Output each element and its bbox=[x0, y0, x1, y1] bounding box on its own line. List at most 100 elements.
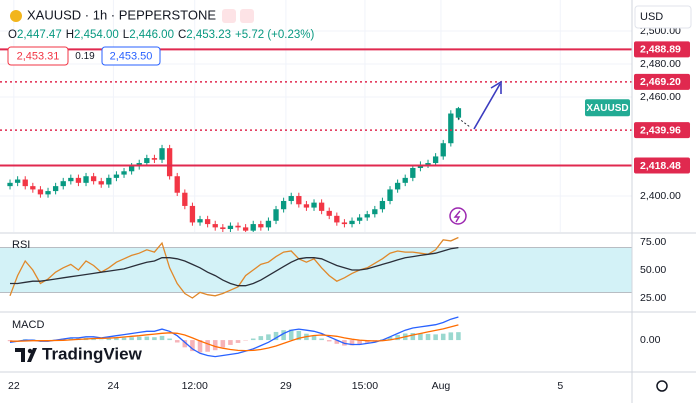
ohlc-value: 2,446.00 bbox=[129, 29, 174, 41]
candle-body bbox=[273, 209, 279, 221]
indicator-line bbox=[9, 316, 459, 358]
candle-body bbox=[227, 225, 234, 230]
ohlc-label: O bbox=[8, 29, 17, 41]
bid[interactable]: 2,453.31 bbox=[17, 50, 60, 62]
candle-body bbox=[90, 176, 97, 182]
candle-body bbox=[379, 200, 386, 210]
histogram-bar bbox=[273, 331, 279, 341]
histogram-bar bbox=[334, 340, 340, 344]
histogram-bar bbox=[250, 338, 256, 341]
symbol-icon bbox=[10, 10, 22, 22]
ohlc-value: 2,454.00 bbox=[74, 29, 119, 41]
histogram-bar bbox=[387, 337, 393, 341]
currency[interactable]: USD bbox=[640, 11, 663, 23]
candle-body bbox=[280, 200, 287, 210]
histogram-bar bbox=[258, 336, 264, 341]
histogram-bar bbox=[136, 336, 142, 341]
candle-body bbox=[204, 219, 211, 225]
logo-text: TradingView bbox=[42, 344, 143, 363]
candle-body bbox=[334, 215, 340, 223]
badge[interactable] bbox=[222, 9, 236, 23]
candle-body bbox=[106, 177, 112, 185]
x-tick-label: 5 bbox=[557, 380, 563, 392]
candle-body bbox=[402, 177, 408, 183]
y-tick-label: 0.00 bbox=[640, 334, 661, 346]
histogram-bar bbox=[68, 338, 74, 341]
histogram-bar bbox=[228, 340, 233, 345]
histogram-bar bbox=[288, 329, 294, 341]
candle-body bbox=[372, 209, 378, 215]
histogram-bar bbox=[114, 338, 119, 341]
y-tick-label: 2,460.00 bbox=[640, 91, 681, 103]
x-tick-label: 24 bbox=[108, 380, 120, 392]
histogram-bar bbox=[311, 335, 317, 341]
histogram-bar bbox=[425, 333, 431, 341]
level-label: 2,439.96 bbox=[640, 124, 681, 136]
histogram-bar bbox=[357, 340, 362, 345]
level-tag bbox=[634, 157, 690, 174]
candle-body bbox=[52, 186, 59, 192]
histogram-bar bbox=[235, 340, 241, 343]
rsi-band bbox=[0, 247, 632, 293]
histogram-bar bbox=[410, 333, 416, 341]
ask[interactable]: 2,453.50 bbox=[110, 50, 153, 62]
candle-body bbox=[189, 205, 196, 223]
histogram-bar bbox=[266, 334, 271, 341]
x-tick-label: 29 bbox=[280, 380, 292, 392]
spread: 0.19 bbox=[75, 51, 95, 62]
histogram-bar bbox=[326, 340, 332, 342]
event-bolt bbox=[453, 210, 461, 223]
histogram-bar bbox=[349, 340, 355, 346]
histogram-bar bbox=[433, 334, 438, 341]
symbol: XAUUSD · 1h · PEPPERSTONE bbox=[27, 7, 216, 22]
ohlc-label: C bbox=[178, 29, 186, 41]
candle-body bbox=[303, 204, 310, 208]
candle-body bbox=[68, 177, 74, 182]
candle-body bbox=[37, 189, 44, 195]
histogram-bar bbox=[152, 337, 157, 341]
candle-body bbox=[356, 217, 363, 221]
ohlc-label: H bbox=[66, 29, 74, 41]
candle-body bbox=[448, 113, 454, 144]
histogram-bar bbox=[129, 337, 134, 341]
histogram-bar bbox=[144, 336, 150, 341]
candle-body bbox=[166, 148, 173, 177]
histogram-bar bbox=[212, 340, 218, 351]
settings[interactable] bbox=[656, 380, 668, 392]
candle-body bbox=[318, 202, 325, 211]
pane-title: RSI bbox=[12, 239, 30, 251]
x-tick-label: Aug bbox=[432, 380, 451, 392]
level-tag bbox=[634, 122, 690, 139]
macd-pane bbox=[7, 316, 461, 358]
candle-body bbox=[432, 156, 439, 164]
candle-body bbox=[212, 224, 218, 228]
histogram-bar bbox=[456, 332, 461, 341]
arrow bbox=[473, 83, 501, 130]
arrow-head bbox=[490, 80, 502, 94]
indicator-line bbox=[10, 246, 459, 287]
candle-body bbox=[341, 222, 348, 225]
event-icon[interactable] bbox=[449, 207, 467, 225]
candle-body bbox=[288, 196, 294, 201]
price-tag-box bbox=[585, 99, 630, 117]
candle-body bbox=[22, 179, 28, 187]
currency-select[interactable] bbox=[634, 5, 692, 29]
level-label: 2,418.48 bbox=[640, 160, 681, 172]
candle-body bbox=[296, 196, 302, 205]
histogram-bar bbox=[395, 335, 400, 341]
histogram-bar bbox=[190, 340, 195, 352]
badge[interactable] bbox=[240, 9, 254, 23]
sell-box[interactable] bbox=[7, 46, 69, 66]
ohlc: O2,447.47 H2,454.00 L2,446.00 C2,453.23 +5.7… bbox=[8, 29, 314, 41]
histogram-bar bbox=[174, 340, 180, 343]
ohlc-change: +5.72 (+0.23%) bbox=[235, 29, 314, 41]
x-tick-label: 12:00 bbox=[182, 380, 208, 392]
buy-box[interactable] bbox=[101, 46, 161, 66]
candle-body bbox=[144, 158, 150, 164]
projection bbox=[457, 117, 471, 128]
histogram-bar bbox=[319, 338, 324, 341]
candle-body bbox=[364, 214, 370, 218]
candle-body bbox=[258, 224, 264, 228]
histogram-bar bbox=[182, 340, 188, 348]
